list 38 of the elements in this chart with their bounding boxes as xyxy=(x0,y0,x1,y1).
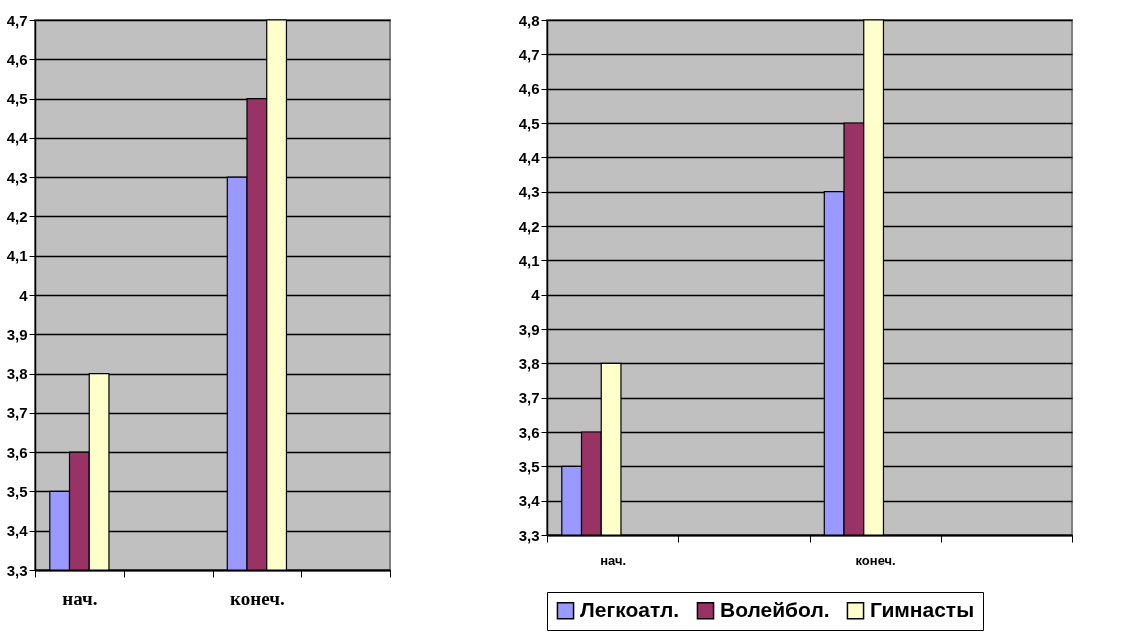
legend-label: Легкоатл. xyxy=(580,597,680,621)
y-tick-label: 3,8 xyxy=(518,354,540,372)
y-tick-label: 4,1 xyxy=(6,247,28,265)
y-tick-label: 3,5 xyxy=(518,457,540,475)
y-tick-label: 3,6 xyxy=(6,443,28,461)
y-tick-label: 3,3 xyxy=(518,526,540,544)
y-tick-label: 4,2 xyxy=(6,207,28,225)
x-tick-label: конеч. xyxy=(230,587,285,609)
y-tick-label: 4,5 xyxy=(6,90,28,108)
x-tick-label: нач. xyxy=(62,587,98,609)
x-tick-label: конеч. xyxy=(855,552,896,568)
y-tick-label: 4 xyxy=(531,286,541,304)
y-tick-label: 4,4 xyxy=(518,148,541,166)
y-tick-label: 4,6 xyxy=(518,80,540,98)
y-tick-label: 3,4 xyxy=(6,522,29,540)
y-tick-label: 4,2 xyxy=(518,217,540,235)
y-tick-label: 3,7 xyxy=(518,389,540,407)
legend-label: Волейбол. xyxy=(720,597,830,621)
y-tick-label: 3,5 xyxy=(6,482,28,500)
y-tick-label: 4,7 xyxy=(6,11,28,29)
y-tick-label: 3,6 xyxy=(518,423,540,441)
y-tick-label: 3,9 xyxy=(518,320,540,338)
y-tick-label: 4,3 xyxy=(518,183,540,201)
y-tick-label: 4,6 xyxy=(6,50,28,68)
y-tick-label: 3,4 xyxy=(518,492,541,510)
legend-label: Гимнасты xyxy=(870,597,975,621)
y-tick-label: 3,7 xyxy=(6,404,28,422)
y-tick-label: 4,1 xyxy=(518,251,540,269)
x-tick-label: нач. xyxy=(600,552,627,568)
y-tick-label: 4,8 xyxy=(518,11,540,29)
y-tick-label: 3,3 xyxy=(6,561,28,579)
y-tick-label: 3,8 xyxy=(6,365,28,383)
y-tick-label: 4,4 xyxy=(6,129,29,147)
y-tick-label: 4,5 xyxy=(518,114,540,132)
y-tick-label: 4,7 xyxy=(518,45,540,63)
y-tick-label: 3,9 xyxy=(6,325,28,343)
y-tick-label: 4,3 xyxy=(6,168,28,186)
y-tick-label: 4 xyxy=(19,286,29,304)
